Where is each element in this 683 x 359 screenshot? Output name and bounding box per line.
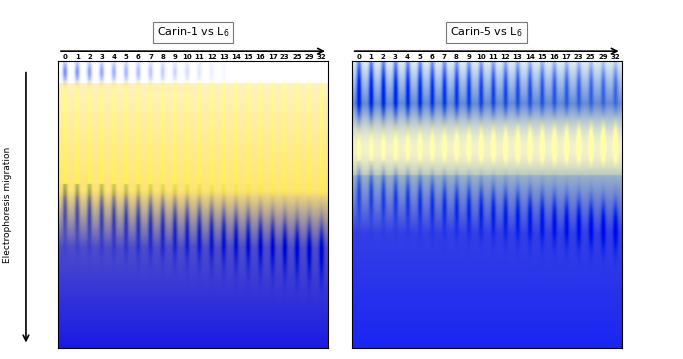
Text: Carin-1 vs L$_6$: Carin-1 vs L$_6$ <box>156 25 229 39</box>
Text: Electrophoresis migration: Electrophoresis migration <box>3 146 12 263</box>
Text: Carin-5 vs L$_6$: Carin-5 vs L$_6$ <box>450 25 523 39</box>
